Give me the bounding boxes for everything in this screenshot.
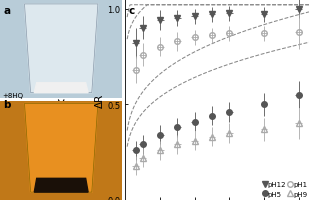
Y-axis label: ΔR: ΔR bbox=[95, 93, 105, 107]
Text: a: a bbox=[3, 6, 10, 16]
Legend: pH12, pH5, pH1, pH9: pH12, pH5, pH1, pH9 bbox=[263, 181, 307, 197]
Text: b: b bbox=[3, 100, 11, 110]
Polygon shape bbox=[34, 83, 88, 93]
Polygon shape bbox=[24, 104, 98, 192]
Text: +8HQ: +8HQ bbox=[2, 93, 23, 99]
Polygon shape bbox=[24, 5, 98, 93]
Polygon shape bbox=[34, 178, 88, 192]
Text: c: c bbox=[128, 6, 134, 16]
